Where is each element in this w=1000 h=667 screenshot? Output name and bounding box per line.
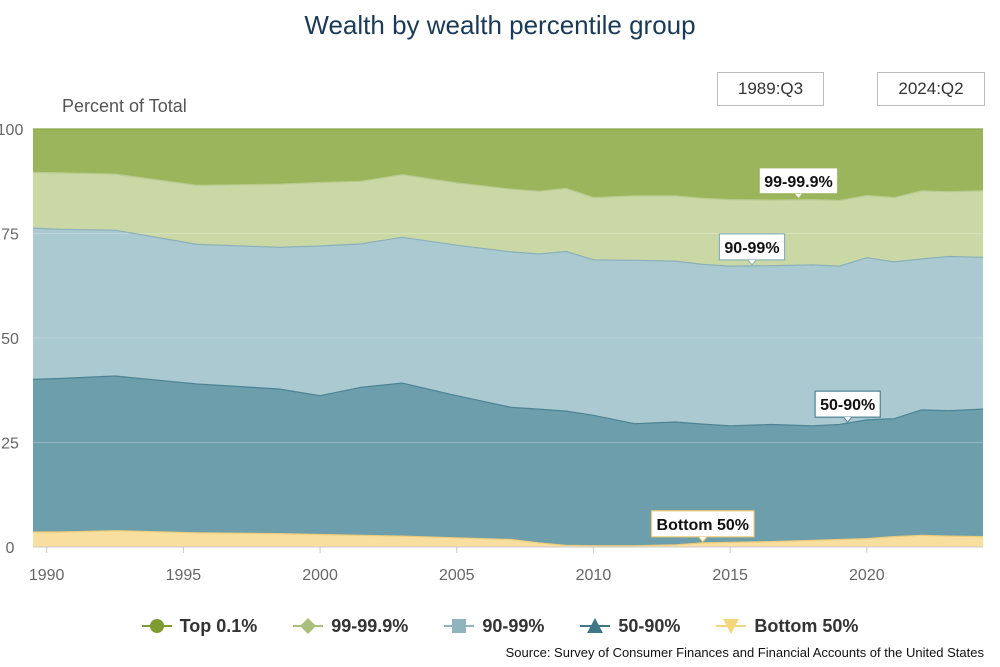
triangle-down-icon	[716, 616, 747, 636]
line-90-99	[32, 227, 984, 267]
area-50-90[interactable]	[33, 376, 983, 546]
circle-icon	[141, 616, 172, 636]
x-tick-label: 2015	[712, 567, 748, 584]
y-tick-label: 75	[1, 227, 19, 244]
x-tick-label: 2005	[439, 567, 475, 584]
annotation-box	[814, 390, 881, 418]
annotation-box	[718, 233, 786, 261]
source-note: Source: Survey of Consumer Finances and …	[505, 645, 984, 660]
annotation-label: 99-99.9%	[764, 174, 833, 191]
legend-item-top-0-1[interactable]: Top 0.1%	[141, 615, 258, 637]
annotation-99-99-9: 99-99.9%	[758, 167, 839, 200]
line-99-99-9	[32, 171, 984, 202]
annotation-box	[650, 510, 755, 538]
annotation-label: 50-90%	[820, 397, 875, 414]
annotation-pointer	[698, 536, 708, 543]
square-icon	[444, 616, 475, 636]
annotation-box	[758, 167, 839, 195]
area-90-99[interactable]	[33, 228, 983, 426]
stacked-area-chart: 0 25 50 75 100 1990 1995 2000 2005 2010 2015 2020 99…	[0, 122, 984, 584]
legend-item-50-90[interactable]: 50-90%	[580, 616, 680, 637]
annotation-pointer	[747, 259, 757, 266]
annotation-label: 90-99%	[724, 240, 779, 257]
triangle-icon	[580, 616, 611, 636]
legend: Top 0.1% 99-99.9% 90-99% 50-90% Bottom 50%	[0, 612, 1000, 640]
x-tick-label: 1995	[166, 567, 202, 584]
x-tick-label: 2020	[849, 567, 885, 584]
legend-item-90-99[interactable]: 90-99%	[444, 616, 544, 637]
area-bottom-50[interactable]	[33, 530, 983, 547]
annotation-label: Bottom 50%	[657, 517, 749, 534]
annotation-pointer	[794, 193, 803, 200]
legend-label: 90-99%	[482, 615, 545, 636]
end-date-input[interactable]: 2024:Q2	[877, 72, 985, 106]
legend-label: 99-99.9%	[331, 615, 409, 636]
line-bottom-50	[33, 530, 984, 547]
legend-label: 50-90%	[618, 615, 681, 636]
diamond-icon	[293, 616, 324, 636]
legend-label: Bottom 50%	[754, 615, 859, 636]
area-top-0-1[interactable]	[33, 129, 983, 201]
y-tick-label: 0	[6, 540, 15, 557]
annotation-pointer	[843, 416, 853, 423]
annotation-90-99: 90-99%	[718, 233, 786, 266]
annotation-bottom-50: Bottom 50%	[650, 510, 755, 543]
legend-item-bottom-50[interactable]: Bottom 50%	[716, 616, 858, 637]
annotation-50-90: 50-90%	[814, 390, 881, 423]
x-tick-label: 2000	[302, 567, 338, 584]
y-axis-title: Percent of Total	[62, 96, 187, 116]
y-tick-label: 100	[0, 122, 23, 139]
legend-label: Top 0.1%	[179, 615, 258, 636]
chart-title: Wealth by wealth percentile group	[304, 10, 696, 40]
legend-item-99-99-9[interactable]: 99-99.9%	[293, 616, 408, 637]
start-date-input[interactable]: 1989:Q3	[717, 72, 824, 106]
x-tick-label: 1990	[29, 567, 65, 584]
x-tick-label: 2010	[576, 567, 612, 584]
line-50-90	[32, 375, 984, 427]
y-tick-label: 25	[1, 436, 19, 453]
y-tick-label: 50	[1, 331, 19, 348]
